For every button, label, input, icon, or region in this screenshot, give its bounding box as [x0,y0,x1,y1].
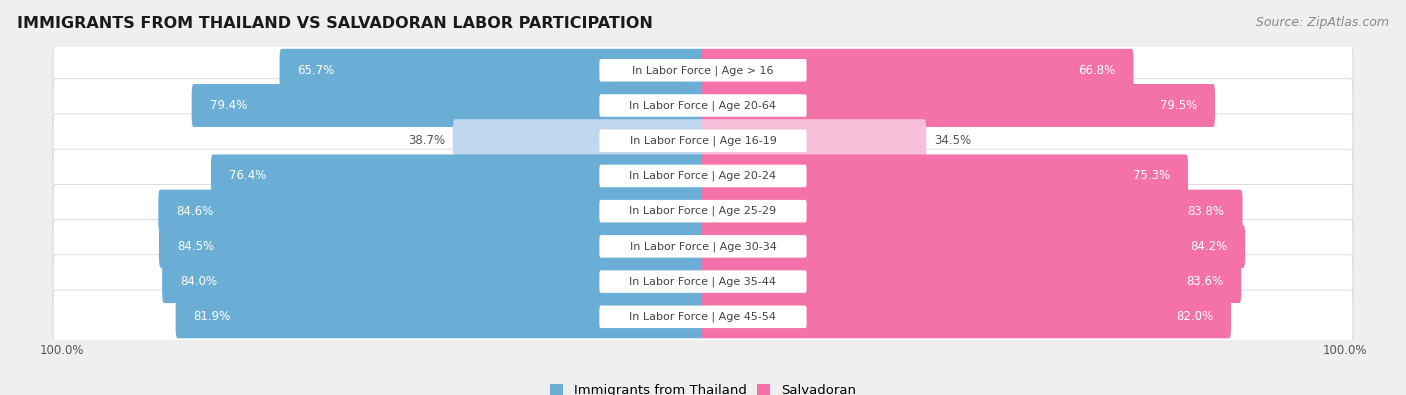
FancyBboxPatch shape [599,200,807,222]
FancyBboxPatch shape [53,79,1353,132]
FancyBboxPatch shape [702,260,1241,303]
Text: 83.6%: 83.6% [1187,275,1223,288]
FancyBboxPatch shape [599,130,807,152]
Text: 38.7%: 38.7% [408,134,446,147]
Text: 84.5%: 84.5% [177,240,214,253]
FancyBboxPatch shape [53,43,1353,97]
Text: Source: ZipAtlas.com: Source: ZipAtlas.com [1256,16,1389,29]
FancyBboxPatch shape [599,306,807,328]
FancyBboxPatch shape [702,225,1246,268]
FancyBboxPatch shape [702,190,1243,233]
Text: In Labor Force | Age 20-64: In Labor Force | Age 20-64 [630,100,776,111]
Text: 82.0%: 82.0% [1175,310,1213,324]
FancyBboxPatch shape [162,260,704,303]
Text: 66.8%: 66.8% [1078,64,1115,77]
FancyBboxPatch shape [159,225,704,268]
Text: 79.5%: 79.5% [1160,99,1197,112]
FancyBboxPatch shape [211,154,704,198]
FancyBboxPatch shape [702,49,1133,92]
Text: In Labor Force | Age 20-24: In Labor Force | Age 20-24 [630,171,776,181]
Text: 81.9%: 81.9% [194,310,231,324]
Text: 84.0%: 84.0% [180,275,218,288]
FancyBboxPatch shape [599,270,807,293]
Text: In Labor Force | Age > 16: In Labor Force | Age > 16 [633,65,773,75]
FancyBboxPatch shape [702,154,1188,198]
FancyBboxPatch shape [599,94,807,117]
Text: 84.6%: 84.6% [176,205,214,218]
FancyBboxPatch shape [53,149,1353,203]
FancyBboxPatch shape [191,84,704,127]
Text: In Labor Force | Age 45-54: In Labor Force | Age 45-54 [630,312,776,322]
FancyBboxPatch shape [53,255,1353,308]
FancyBboxPatch shape [280,49,704,92]
FancyBboxPatch shape [159,190,704,233]
Text: In Labor Force | Age 25-29: In Labor Force | Age 25-29 [630,206,776,216]
FancyBboxPatch shape [599,165,807,187]
FancyBboxPatch shape [53,184,1353,238]
Text: In Labor Force | Age 16-19: In Labor Force | Age 16-19 [630,135,776,146]
Text: In Labor Force | Age 35-44: In Labor Force | Age 35-44 [630,276,776,287]
FancyBboxPatch shape [53,220,1353,273]
Legend: Immigrants from Thailand, Salvadoran: Immigrants from Thailand, Salvadoran [550,384,856,395]
FancyBboxPatch shape [53,290,1353,344]
Text: 84.2%: 84.2% [1189,240,1227,253]
Text: In Labor Force | Age 30-34: In Labor Force | Age 30-34 [630,241,776,252]
FancyBboxPatch shape [599,59,807,81]
Text: 65.7%: 65.7% [298,64,335,77]
FancyBboxPatch shape [702,119,927,162]
Text: 83.8%: 83.8% [1188,205,1225,218]
FancyBboxPatch shape [176,295,704,338]
FancyBboxPatch shape [702,84,1215,127]
FancyBboxPatch shape [453,119,704,162]
FancyBboxPatch shape [53,114,1353,167]
Text: 79.4%: 79.4% [209,99,247,112]
FancyBboxPatch shape [599,235,807,258]
Text: 76.4%: 76.4% [229,169,266,182]
FancyBboxPatch shape [702,295,1232,338]
Text: 75.3%: 75.3% [1133,169,1170,182]
Text: IMMIGRANTS FROM THAILAND VS SALVADORAN LABOR PARTICIPATION: IMMIGRANTS FROM THAILAND VS SALVADORAN L… [17,16,652,31]
Text: 34.5%: 34.5% [934,134,972,147]
